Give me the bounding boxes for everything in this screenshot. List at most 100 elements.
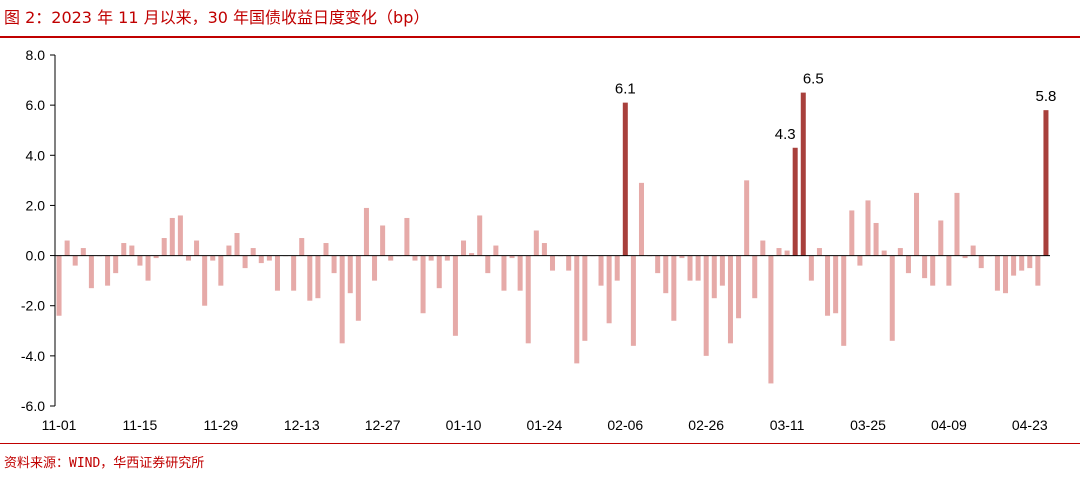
bar — [493, 245, 499, 256]
bar — [727, 255, 733, 344]
data-label: 6.1 — [615, 81, 636, 98]
bar — [461, 240, 467, 256]
y-tick-label: -2.0 — [21, 298, 45, 314]
bar — [121, 243, 127, 256]
bar — [202, 255, 208, 306]
bar — [638, 182, 644, 256]
bar — [962, 255, 968, 259]
bar — [776, 248, 782, 256]
bar — [582, 255, 588, 341]
bar — [258, 255, 264, 264]
bar — [881, 250, 887, 256]
bar — [266, 255, 272, 261]
bar — [113, 255, 119, 274]
bar — [679, 255, 685, 259]
bar — [857, 255, 863, 266]
highlighted-bar — [792, 147, 798, 256]
bar — [994, 255, 1000, 291]
x-tick-label: 03-25 — [850, 417, 886, 433]
bar — [509, 255, 515, 259]
bar — [250, 248, 256, 256]
bar — [145, 255, 151, 281]
bar — [315, 255, 321, 299]
bar — [695, 255, 701, 281]
bar — [372, 255, 378, 281]
bar — [234, 233, 240, 256]
bar — [598, 255, 604, 286]
bar — [533, 230, 539, 256]
bar — [663, 255, 669, 294]
bar — [323, 243, 329, 256]
data-label: 6.5 — [803, 71, 824, 88]
bar — [404, 217, 410, 256]
bar — [752, 255, 758, 299]
bar — [687, 255, 693, 281]
bar — [363, 207, 369, 256]
bar — [630, 255, 636, 346]
x-axis: 11-01 11-15 11-29 12-13 12-27 01-10 01-24 02-06… — [42, 417, 1048, 433]
x-tick-label: 11-29 — [203, 417, 238, 433]
bar — [105, 255, 111, 286]
bar — [1003, 255, 1009, 294]
x-tick-label: 01-24 — [527, 417, 563, 433]
bar — [436, 255, 442, 289]
bar — [242, 255, 248, 269]
highlighted-bar — [622, 102, 628, 256]
bar — [1011, 255, 1017, 276]
bar — [922, 255, 928, 279]
bar — [825, 255, 831, 316]
bar — [194, 240, 200, 256]
bar — [137, 255, 143, 266]
bar — [420, 255, 426, 314]
bar — [485, 255, 491, 274]
bar — [719, 255, 725, 286]
bar — [541, 243, 547, 256]
y-tick-label: 4.0 — [26, 147, 46, 163]
bar — [736, 255, 742, 319]
bar — [865, 200, 871, 256]
bar — [833, 255, 839, 314]
bar — [671, 255, 677, 321]
bar — [978, 255, 984, 269]
source-note: 资料来源：WIND，华西证券研究所 — [4, 456, 205, 471]
bar — [930, 255, 936, 286]
bar — [355, 255, 361, 321]
bar — [606, 255, 612, 324]
data-labels: 6.1 4.3 6.5 5.8 — [615, 71, 1057, 143]
bar — [970, 245, 976, 256]
bar — [169, 217, 175, 256]
y-tick-label: 0.0 — [26, 248, 46, 264]
highlighted-bar — [1043, 110, 1049, 256]
bar — [841, 255, 847, 346]
bar — [744, 180, 750, 256]
bar — [889, 255, 895, 341]
bar — [56, 255, 62, 316]
bar — [946, 255, 952, 286]
x-tick-label: 02-06 — [607, 417, 643, 433]
y-tick-label: 6.0 — [26, 97, 46, 113]
y-tick-label: 8.0 — [26, 47, 46, 63]
bar — [566, 255, 572, 271]
bar-chart: -6.0-4.0-2.00.02.04.06.08.0 11-01 11-15 11… — [21, 47, 1057, 433]
bar — [1035, 255, 1041, 286]
bar — [64, 240, 70, 256]
x-tick-label: 04-09 — [931, 417, 967, 433]
bar — [477, 215, 483, 256]
bar — [703, 255, 709, 356]
data-label: 4.3 — [775, 126, 796, 143]
bar — [412, 255, 418, 261]
bar — [226, 245, 232, 256]
bar — [218, 255, 224, 286]
bar — [388, 255, 394, 261]
bar — [614, 255, 620, 281]
bar — [938, 220, 944, 256]
y-tick-label: 2.0 — [26, 197, 46, 213]
bar — [469, 253, 475, 256]
bar — [274, 255, 280, 291]
bar — [808, 255, 814, 281]
bar — [444, 255, 450, 261]
bar — [177, 215, 183, 256]
y-axis: -6.0 -4.0 -2.0 0.0 2.0 4.0 6.0 8.0 — [21, 47, 56, 414]
y-tick-label: -4.0 — [21, 348, 45, 364]
bar — [80, 248, 86, 256]
